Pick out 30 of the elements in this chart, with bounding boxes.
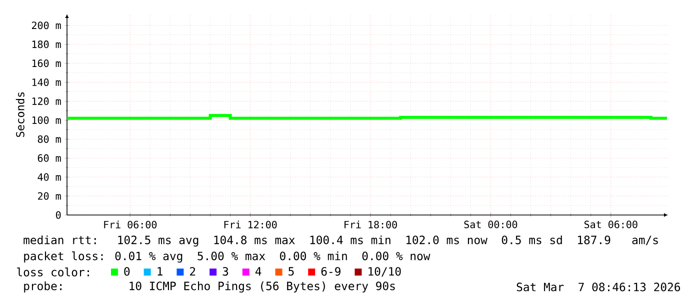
y-tick-label: 160 m — [32, 60, 61, 68]
y-axis-title: Seconds — [16, 92, 24, 137]
y-tick-label: 180 m — [32, 40, 61, 48]
text: packet loss: 0.01 % avg 5.00 % max 0.00 % min 0.00 % now — [24, 251, 430, 263]
y-tick-label: 100 m — [32, 116, 61, 124]
legend-label: 2 — [190, 267, 196, 276]
y-tick-label: 0 — [56, 211, 61, 219]
x-tick-label: Sat 00:00 — [464, 220, 518, 228]
y-tick-label: 60 m — [38, 154, 61, 162]
y-tick-label: 80 m — [38, 135, 61, 143]
x-tick-label: Fri 06:00 — [104, 220, 157, 228]
legend-label: 3 — [222, 267, 228, 276]
text: Sat Mar 7 08:46:13 2026 — [516, 282, 680, 292]
legend-label: 0 — [124, 267, 130, 276]
legend-title: loss color: — [17, 268, 89, 276]
x-tick-label: Fri 12:00 — [224, 220, 277, 228]
text: probe: 10 ICMP Echo Pings (56 Bytes) every 90s — [24, 281, 395, 293]
text: median rtt: 102.5 ms avg 104.8 ms max 100.4 ms min 102.0 ms now 0.5 ms sd 187.9 am/s — [24, 235, 658, 247]
x-tick-label: Fri 18:00 — [344, 220, 397, 228]
legend-label: 1 — [158, 267, 162, 276]
y-tick-label: 140 m — [32, 78, 61, 86]
legend-label: 5 — [288, 267, 294, 276]
legend-label: 6-9 — [321, 267, 340, 276]
x-tick-label: Sat 06:00 — [584, 220, 638, 228]
y-tick-label: 200 m — [32, 22, 61, 30]
y-tick-label: 40 m — [38, 173, 61, 181]
y-tick-label: 20 m — [38, 192, 61, 200]
legend-label: 4 — [255, 267, 262, 276]
legend-label: 10/10 — [368, 267, 401, 277]
y-tick-label: 120 m — [32, 97, 61, 106]
